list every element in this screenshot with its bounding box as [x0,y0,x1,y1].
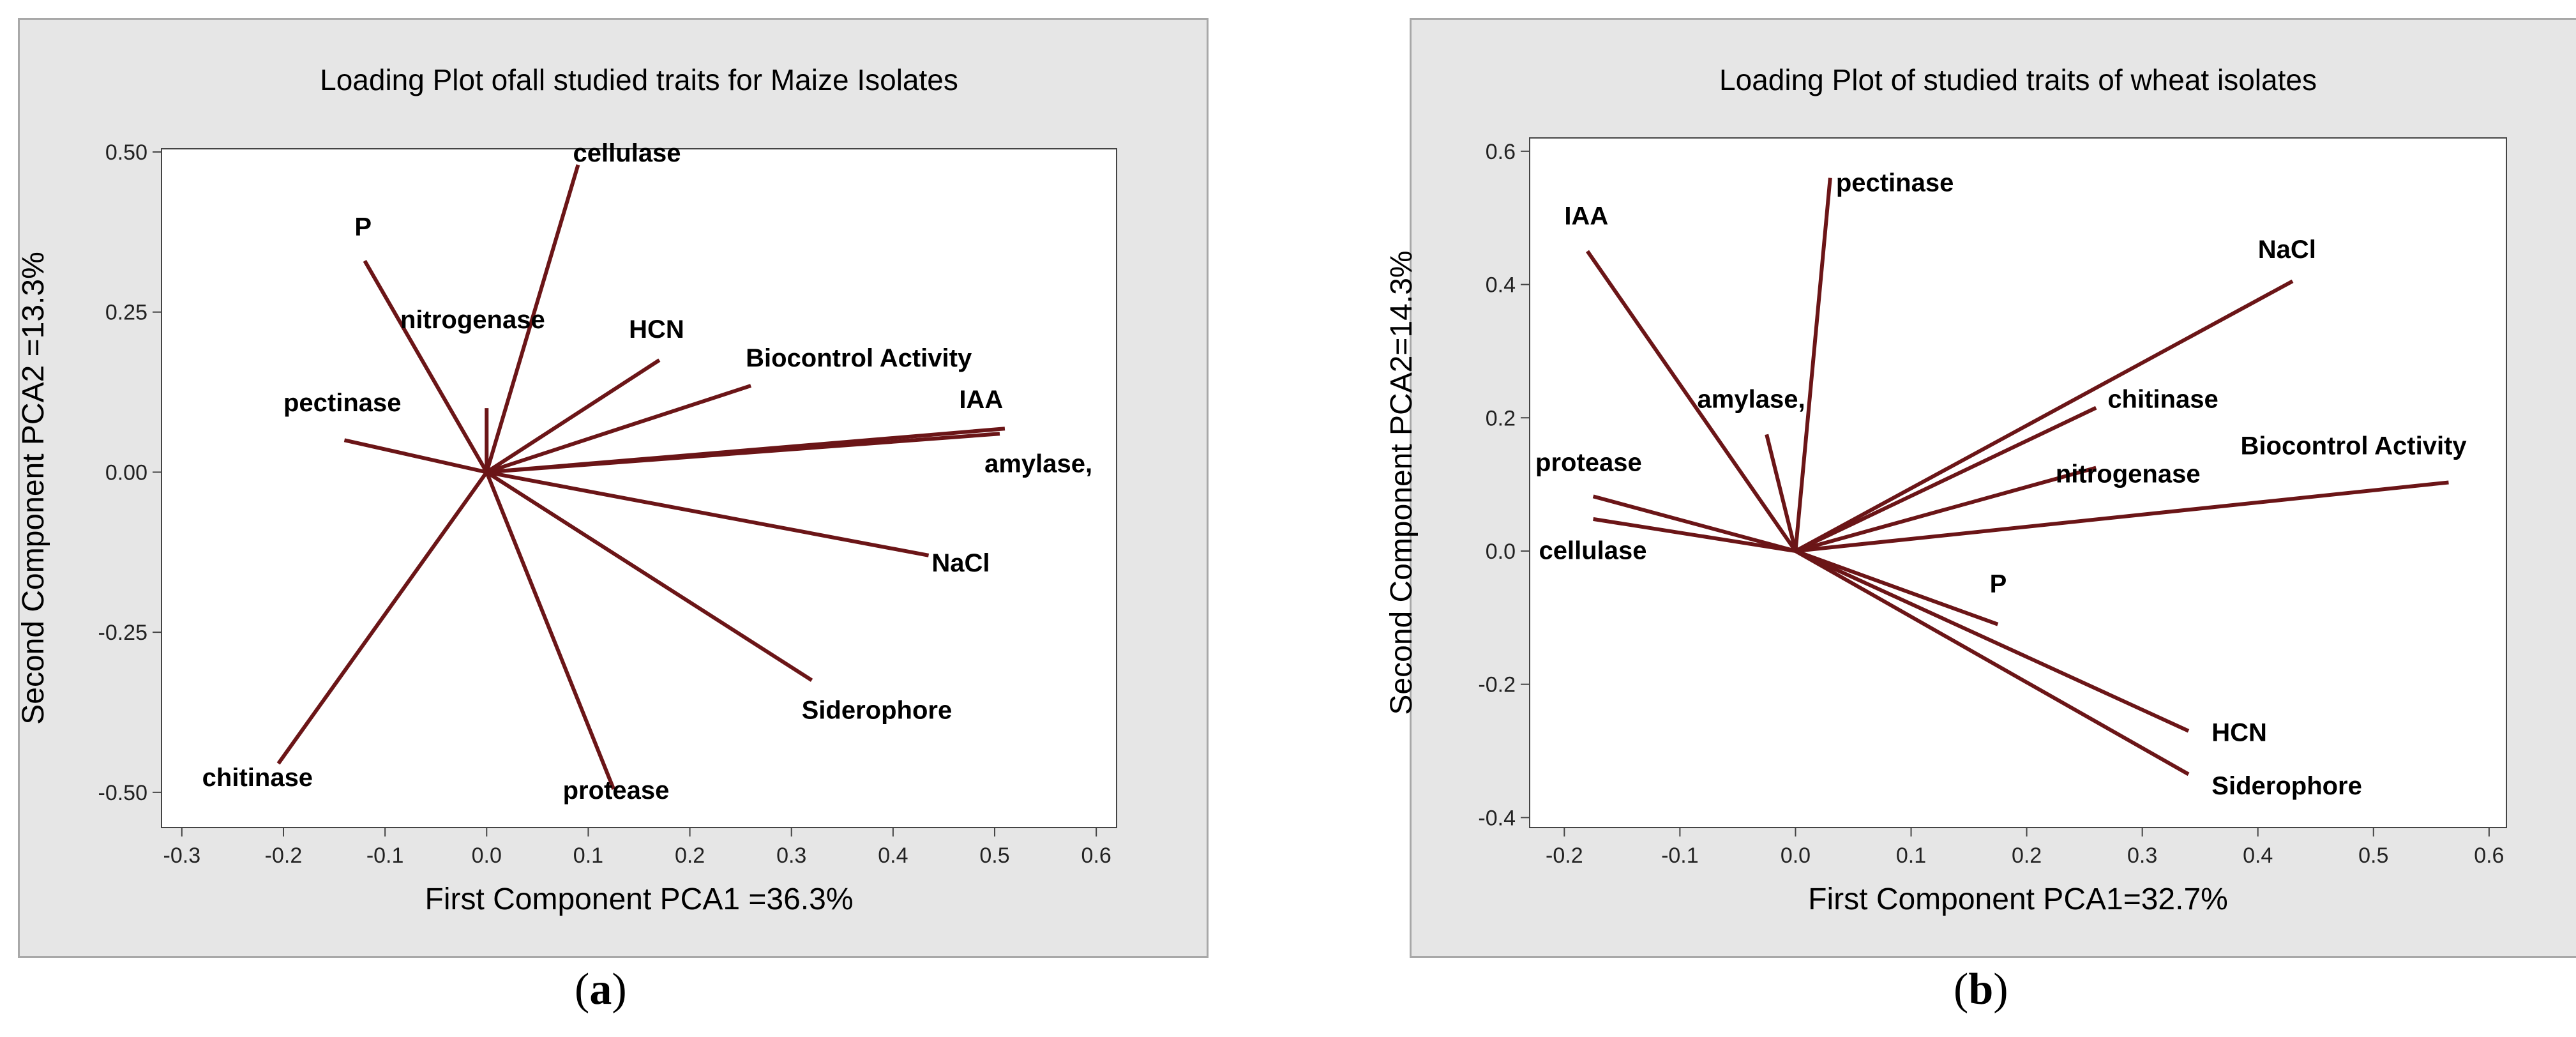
loading-label: P [1990,570,2007,598]
loading-vector [1795,279,2294,553]
chart-title: Loading Plot ofall studied traits for Ma… [320,63,958,96]
x-tick-label: -0.3 [163,844,201,868]
loading-plot-wheat: Loading Plot of studied traits of wheat … [1385,63,2507,916]
y-tick-label: -0.4 [1478,806,1516,830]
x-axis-label: First Component PCA1=32.7% [1808,882,2228,916]
loading-label: protease [1535,449,1642,477]
y-tick-label: 0.0 [1486,540,1516,564]
loading-vector [1593,517,1796,553]
x-tick-label: 0.5 [979,844,1009,868]
loading-vector [485,470,813,682]
loading-vector [1795,466,2097,553]
loading-vector [1586,250,1797,552]
loading-plot-maize: Loading Plot ofall studied traits for Ma… [17,63,1117,916]
loading-label: Biocontrol Activity [2241,432,2467,460]
loading-label: Biocontrol Activity [746,344,972,372]
loading-vector [1794,549,2190,776]
y-tick-label: 0.6 [1486,140,1516,164]
x-tick-label: 0.3 [2127,844,2157,868]
loading-vector [485,358,661,474]
plot-area [161,148,1117,828]
x-tick-label: 0.0 [1781,844,1811,868]
x-tick-label: -0.2 [265,844,303,868]
x-tick-label: 0.6 [2474,844,2504,868]
x-tick-label: 0.5 [2358,844,2388,868]
loading-vector [485,164,580,473]
loading-label: nitrogenase [2056,460,2201,488]
loading-vector [1795,405,2097,553]
x-tick-label: 0.1 [573,844,603,868]
loading-vector [1793,178,1832,552]
caption-a-letter: a [589,965,612,1014]
caption-b-letter: b [1968,965,1994,1014]
loading-vector [276,471,488,765]
loading-label: chitinase [2107,386,2218,414]
loading-vector [485,471,615,790]
loading-label: pectinase [1836,169,1954,197]
y-tick-label: -0.50 [98,781,148,805]
loading-label: Siderophore [2211,772,2362,800]
y-axis-label: Second Component PCA2=14.3% [1385,250,1419,715]
y-tick-label: 0.00 [105,460,147,485]
loading-vector [486,470,930,557]
loading-vector [486,432,1000,474]
x-tick-label: 0.4 [2243,844,2273,868]
x-tick-label: 0.3 [776,844,806,868]
x-tick-label: -0.2 [1546,844,1583,868]
caption-b: (b) [1954,965,2008,1014]
loading-label: HCN [629,315,684,344]
loading-label: HCN [2211,718,2267,746]
loading-vector [1765,434,1798,552]
y-tick-label: -0.2 [1478,673,1516,697]
chart-panel-maize: Loading Plot ofall studied traits for Ma… [17,18,1209,958]
loading-label: amylase, [984,450,1092,478]
chart-title: Loading Plot of studied traits of wheat … [1719,63,2317,96]
loading-label: cellulase [573,139,681,167]
x-tick-label: 0.6 [1081,844,1111,868]
x-tick-label: -0.1 [1661,844,1699,868]
loading-vector [1592,494,1796,553]
caption-a: (a) [575,965,627,1014]
loading-label: protease [563,776,670,805]
loading-vector [363,259,488,473]
loading-label: pectinase [283,389,402,417]
loading-vector [486,384,751,474]
loading-vector [343,438,487,474]
loading-label: NaCl [931,549,990,577]
loading-label: nitrogenase [400,306,545,334]
x-tick-label: 0.2 [675,844,705,868]
loading-label: amylase, [1698,386,1805,414]
loading-label: cellulase [1539,536,1646,564]
x-tick-label: 0.1 [1896,844,1926,868]
loading-label: Siderophore [802,697,953,725]
x-tick-label: 0.2 [2012,844,2042,868]
y-tick-label: 0.50 [105,140,147,165]
y-tick-label: 0.25 [105,301,147,325]
plot-area [1529,137,2507,828]
loading-vector [1795,549,1999,626]
x-tick-label: 0.4 [878,844,908,868]
loading-vector [1795,549,2190,733]
loading-label: chitinase [202,764,313,792]
y-tick-label: -0.25 [98,621,148,645]
loading-label: P [354,213,372,241]
loading-label: IAA [1564,202,1608,231]
y-axis-label: Second Component PCA2 =13.3% [17,252,50,724]
y-tick-label: 0.2 [1486,406,1516,430]
loading-label: NaCl [2258,236,2316,264]
x-axis-label: First Component PCA1 =36.3% [425,882,854,916]
x-tick-label: 0.0 [472,844,502,868]
chart-panel-wheat: Loading Plot of studied traits of wheat … [1385,18,2576,958]
x-tick-label: -0.1 [366,844,404,868]
y-tick-label: 0.4 [1486,273,1516,298]
loading-vector [1795,480,2449,553]
loading-label: IAA [959,386,1003,414]
